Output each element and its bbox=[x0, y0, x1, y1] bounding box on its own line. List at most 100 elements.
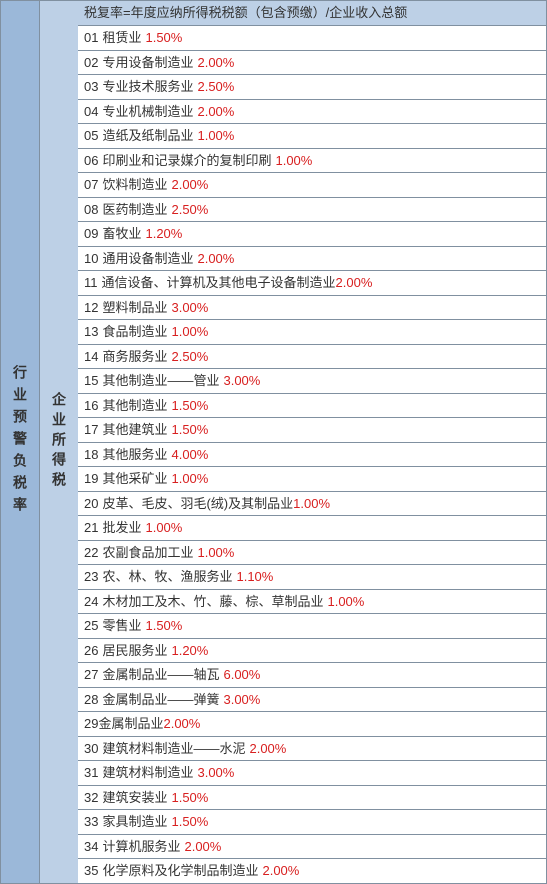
row-number: 34 bbox=[84, 837, 98, 857]
row-number: 14 bbox=[84, 347, 98, 367]
row-number: 01 bbox=[84, 28, 98, 48]
row-rate: 1.00% bbox=[171, 469, 208, 489]
row-label: 印刷业和记录媒介的复制印刷 bbox=[102, 151, 271, 171]
row-label: 皮革、毛皮、羽毛(绒)及其制品业 bbox=[102, 494, 293, 514]
row-label: 食品制造业 bbox=[102, 322, 167, 342]
row-number: 26 bbox=[84, 641, 98, 661]
row-rate: 2.00% bbox=[197, 102, 234, 122]
row-rate: 3.00% bbox=[197, 763, 234, 783]
row-number: 30 bbox=[84, 739, 98, 759]
row-label: 化学原料及化学制品制造业 bbox=[102, 861, 258, 881]
row-number: 35 bbox=[84, 861, 98, 881]
data-column: 税复率=年度应纳所得税税额（包含预缴）/企业收入总额 01租赁业1.50%02专… bbox=[78, 0, 547, 884]
row-label: 批发业 bbox=[102, 518, 141, 538]
table-row: 10通用设备制造业2.00% bbox=[78, 247, 547, 272]
row-number: 27 bbox=[84, 665, 98, 685]
row-rate: 3.00% bbox=[171, 298, 208, 318]
table-row: 03专业技术服务业2.50% bbox=[78, 75, 547, 100]
row-label: 专业机械制造业 bbox=[102, 102, 193, 122]
row-rate: 2.00% bbox=[184, 837, 221, 857]
col1-label: 行业预警负税率 bbox=[10, 365, 30, 519]
row-label: 计算机服务业 bbox=[102, 837, 180, 857]
table-row: 01租赁业1.50% bbox=[78, 26, 547, 51]
row-number: 23 bbox=[84, 567, 98, 587]
row-label: 家具制造业 bbox=[102, 812, 167, 832]
row-label: 医药制造业 bbox=[102, 200, 167, 220]
row-number: 24 bbox=[84, 592, 98, 612]
row-number: 15 bbox=[84, 371, 98, 391]
table-row: 12塑料制品业3.00% bbox=[78, 296, 547, 321]
row-rate: 1.00% bbox=[327, 592, 364, 612]
table-row: 27金属制品业——轴瓦6.00% bbox=[78, 663, 547, 688]
table-row: 21批发业1.00% bbox=[78, 516, 547, 541]
row-number: 32 bbox=[84, 788, 98, 808]
row-label: 其他建筑业 bbox=[102, 420, 167, 440]
row-label: 木材加工及木、竹、藤、棕、草制品业 bbox=[102, 592, 323, 612]
row-label: 金属制品业——轴瓦 bbox=[102, 665, 219, 685]
table-row: 17其他建筑业1.50% bbox=[78, 418, 547, 443]
row-rate: 6.00% bbox=[223, 665, 260, 685]
row-rate: 1.50% bbox=[171, 812, 208, 832]
table-row: 06印刷业和记录媒介的复制印刷1.00% bbox=[78, 149, 547, 174]
table-row: 08医药制造业2.50% bbox=[78, 198, 547, 223]
row-number: 18 bbox=[84, 445, 98, 465]
table-row: 24木材加工及木、竹、藤、棕、草制品业1.00% bbox=[78, 590, 547, 615]
row-label: 租赁业 bbox=[102, 28, 141, 48]
row-number: 22 bbox=[84, 543, 98, 563]
row-rate: 2.00% bbox=[171, 175, 208, 195]
row-rate: 1.00% bbox=[197, 126, 234, 146]
table-row: 02专用设备制造业2.00% bbox=[78, 51, 547, 76]
col2-label: 企业所得税 bbox=[49, 392, 69, 492]
row-label: 造纸及纸制品业 bbox=[102, 126, 193, 146]
table-row: 22农副食品加工业1.00% bbox=[78, 541, 547, 566]
table-row: 23农、林、牧、渔服务业1.10% bbox=[78, 565, 547, 590]
row-rate: 2.00% bbox=[262, 861, 299, 881]
row-label: 其他制造业——管业 bbox=[102, 371, 219, 391]
row-rate: 1.50% bbox=[171, 788, 208, 808]
table-row: 25零售业1.50% bbox=[78, 614, 547, 639]
row-label: 专业技术服务业 bbox=[102, 77, 193, 97]
row-label: 农、林、牧、渔服务业 bbox=[102, 567, 232, 587]
row-number: 20 bbox=[84, 494, 98, 514]
row-number: 25 bbox=[84, 616, 98, 636]
table-row: 34计算机服务业2.00% bbox=[78, 835, 547, 860]
row-rate: 2.00% bbox=[163, 714, 200, 734]
row-number: 28 bbox=[84, 690, 98, 710]
row-rate: 1.20% bbox=[145, 224, 182, 244]
table-row: 14商务服务业2.50% bbox=[78, 345, 547, 370]
row-rate: 3.00% bbox=[223, 690, 260, 710]
row-rate: 1.50% bbox=[145, 28, 182, 48]
row-number: 13 bbox=[84, 322, 98, 342]
table-row: 20皮革、毛皮、羽毛(绒)及其制品业1.00% bbox=[78, 492, 547, 517]
row-rate: 1.50% bbox=[145, 616, 182, 636]
row-rate: 2.00% bbox=[249, 739, 286, 759]
table-row: 31建筑材料制造业3.00% bbox=[78, 761, 547, 786]
row-number: 29 bbox=[84, 714, 98, 734]
row-number: 11 bbox=[84, 273, 98, 293]
tax-rate-table: 行业预警负税率 企业所得税 税复率=年度应纳所得税税额（包含预缴）/企业收入总额… bbox=[0, 0, 547, 884]
row-rate: 2.00% bbox=[197, 249, 234, 269]
row-label: 专用设备制造业 bbox=[102, 53, 193, 73]
row-number: 33 bbox=[84, 812, 98, 832]
table-row: 09畜牧业1.20% bbox=[78, 222, 547, 247]
row-label: 建筑材料制造业——水泥 bbox=[102, 739, 245, 759]
row-rate: 2.00% bbox=[197, 53, 234, 73]
table-row: 35化学原料及化学制品制造业2.00% bbox=[78, 859, 547, 884]
row-number: 09 bbox=[84, 224, 98, 244]
row-label: 建筑安装业 bbox=[102, 788, 167, 808]
table-row: 29金属制品业2.00% bbox=[78, 712, 547, 737]
row-rate: 2.50% bbox=[197, 77, 234, 97]
table-row: 28金属制品业——弹簧3.00% bbox=[78, 688, 547, 713]
row-label: 其他服务业 bbox=[102, 445, 167, 465]
row-label: 居民服务业 bbox=[102, 641, 167, 661]
table-row: 16其他制造业1.50% bbox=[78, 394, 547, 419]
row-label: 商务服务业 bbox=[102, 347, 167, 367]
row-label: 通信设备、计算机及其他电子设备制造业 bbox=[102, 273, 336, 293]
row-rate: 2.50% bbox=[171, 200, 208, 220]
table-row: 26居民服务业1.20% bbox=[78, 639, 547, 664]
row-label: 金属制品业 bbox=[98, 714, 163, 734]
row-rate: 1.00% bbox=[197, 543, 234, 563]
table-row: 13食品制造业1.00% bbox=[78, 320, 547, 345]
row-number: 04 bbox=[84, 102, 98, 122]
row-rate: 1.20% bbox=[171, 641, 208, 661]
